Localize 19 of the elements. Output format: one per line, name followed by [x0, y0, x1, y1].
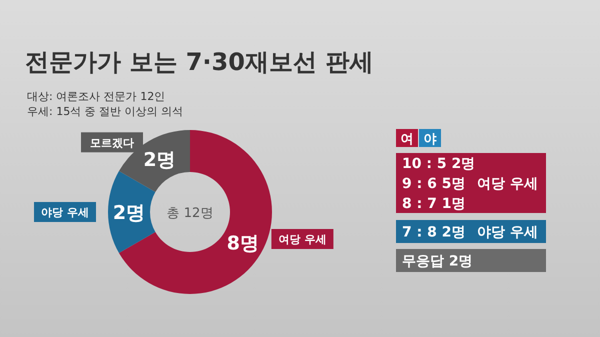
text: 총 12명: [166, 206, 214, 221]
data-label: 2명: [112, 202, 146, 224]
text: 9 : 6 5명: [402, 176, 466, 192]
slice-label: 모르겠다: [90, 136, 134, 150]
text: 야: [424, 132, 436, 147]
text: 10 : 5 2명: [402, 156, 476, 172]
text: 여: [400, 132, 414, 147]
text: 야당 우세: [477, 224, 538, 240]
slice-label: 야당 우세: [41, 206, 89, 219]
text: 8 : 7 1명: [402, 196, 466, 212]
data-label: 2명: [143, 149, 176, 172]
chart-title: 전문가가 보는 7·30재보선 판세: [25, 48, 374, 76]
data-label: 8명: [226, 232, 259, 254]
text: 여당 우세: [477, 176, 538, 192]
slice-label: 여당 우세: [278, 233, 326, 246]
text: 7 : 8 2명: [402, 224, 466, 240]
text: 우세: 15석 중 절반 이상의 의석: [27, 105, 184, 118]
text: 무응답 2명: [402, 254, 473, 270]
chart-subtitle: 대상: 여론조사 전문가 12인: [27, 90, 166, 103]
